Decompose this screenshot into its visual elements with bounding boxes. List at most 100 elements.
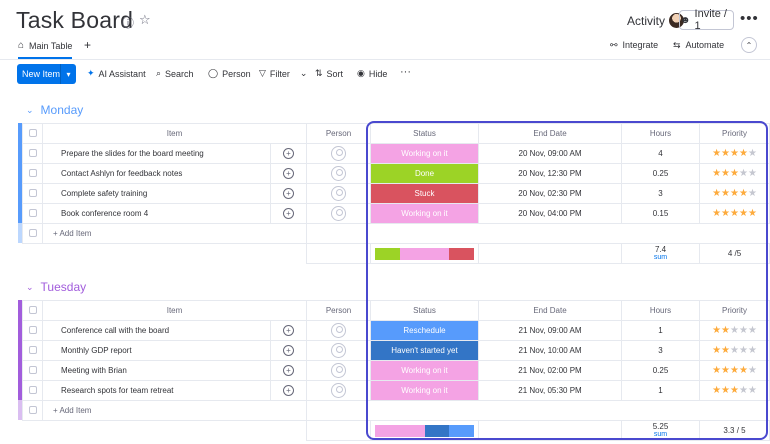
tab-main-table[interactable]: ⌂ Main Table [18,40,73,59]
priority-stars[interactable]: ★★★★★ [712,325,757,336]
column-header-hours[interactable]: Hours [621,300,700,321]
person-cell[interactable] [306,360,371,381]
checkbox[interactable] [28,128,37,137]
row-checkbox-cell[interactable] [22,163,43,184]
hours-cell[interactable]: 1 [621,380,700,401]
hours-cell[interactable]: 0.25 [621,360,700,381]
add-update-cell[interactable]: + [270,183,307,204]
row-checkbox-cell[interactable] [22,340,43,361]
table-row[interactable]: Monthly GDP report + Haven't started yet 21… [22,340,770,361]
group-title[interactable]: ⌄ Monday [26,103,83,117]
add-item-row[interactable]: + Add Item [22,400,770,421]
person-filter-button[interactable]: ◯ Person [208,68,251,79]
row-checkbox-cell[interactable] [22,360,43,381]
collapse-header-button[interactable]: ⌃ [741,37,757,53]
add-update-icon[interactable]: + [283,148,294,159]
end-date-cell[interactable]: 20 Nov, 02:30 PM [478,183,622,204]
add-view-button[interactable]: + [84,38,92,52]
person-avatar-icon[interactable] [331,323,346,338]
priority-cell[interactable]: ★★★★★ [699,340,770,361]
activity-button[interactable]: Activity [627,13,685,28]
chevron-down-icon[interactable]: ⌄ [26,104,34,115]
column-header-status[interactable]: Status [370,300,479,321]
select-all-checkbox[interactable] [22,300,43,321]
person-avatar-icon[interactable] [331,146,346,161]
checkbox[interactable] [28,168,37,177]
invite-button[interactable]: ☻ Invite / 1 [679,8,734,32]
priority-cell[interactable]: ★★★★★ [699,183,770,204]
filter-button[interactable]: ▽ Filter ⌄ [259,68,307,79]
column-header-hours[interactable]: Hours [621,123,700,144]
table-row[interactable]: Conference call with the board + Reschedul… [22,320,770,341]
add-update-cell[interactable]: + [270,340,307,361]
item-name[interactable]: Contact Ashlyn for feedback notes [42,163,271,184]
person-cell[interactable] [306,320,371,341]
add-update-cell[interactable]: + [270,380,307,401]
person-cell[interactable] [306,340,371,361]
status-cell[interactable]: Reschedule [370,320,479,341]
item-name[interactable]: Meeting with Brian [42,360,271,381]
hours-cell[interactable]: 4 [621,143,700,164]
person-avatar-icon[interactable] [331,186,346,201]
item-name[interactable]: Conference call with the board [42,320,271,341]
status-cell[interactable]: Working on it [370,203,479,224]
row-checkbox-cell[interactable] [22,183,43,204]
priority-stars[interactable]: ★★★★★ [712,168,757,179]
end-date-cell[interactable]: 21 Nov, 09:00 AM [478,320,622,341]
add-update-cell[interactable]: + [270,143,307,164]
end-date-cell[interactable]: 21 Nov, 02:00 PM [478,360,622,381]
priority-stars[interactable]: ★★★★★ [712,385,757,396]
table-row[interactable]: Prepare the slides for the board meeting… [22,143,770,164]
person-cell[interactable] [306,380,371,401]
select-all-checkbox[interactable] [22,123,43,144]
person-avatar-icon[interactable] [331,343,346,358]
table-row[interactable]: Book conference room 4 + Working on it 20 N… [22,203,770,224]
column-header-item[interactable]: Item [42,300,307,321]
item-name[interactable]: Book conference room 4 [42,203,271,224]
more-toolbar-icon[interactable]: ··· [400,66,411,78]
priority-stars[interactable]: ★★★★★ [712,345,757,356]
table-row[interactable]: Research spots for team retreat + Working … [22,380,770,401]
checkbox[interactable] [28,148,37,157]
person-cell[interactable] [306,163,371,184]
row-checkbox-cell[interactable] [22,143,43,164]
add-update-cell[interactable]: + [270,163,307,184]
person-avatar-icon[interactable] [331,166,346,181]
search-button[interactable]: ⌕ Search [156,68,194,79]
integrate-button[interactable]: ⚯ Integrate [610,40,658,51]
hours-cell[interactable]: 0.25 [621,163,700,184]
priority-cell[interactable]: ★★★★★ [699,360,770,381]
add-update-icon[interactable]: + [283,168,294,179]
column-header-person[interactable]: Person [306,123,371,144]
checkbox[interactable] [28,385,37,394]
info-icon[interactable]: ⓘ [122,16,135,30]
add-update-icon[interactable]: + [283,325,294,336]
item-name[interactable]: Research spots for team retreat [42,380,271,401]
row-checkbox-cell[interactable] [22,320,43,341]
end-date-cell[interactable]: 21 Nov, 05:30 PM [478,380,622,401]
row-checkbox-cell[interactable] [22,203,43,224]
priority-stars[interactable]: ★★★★★ [712,208,757,219]
status-cell[interactable]: Done [370,163,479,184]
checkbox[interactable] [28,325,37,334]
checkbox[interactable] [28,188,37,197]
priority-stars[interactable]: ★★★★★ [712,365,757,376]
item-name[interactable]: Complete safety training [42,183,271,204]
status-cell[interactable]: Working on it [370,380,479,401]
add-update-icon[interactable]: + [283,208,294,219]
checkbox[interactable] [28,365,37,374]
column-header-end-date[interactable]: End Date [478,123,622,144]
column-header-person[interactable]: Person [306,300,371,321]
column-header-priority[interactable]: Priority [699,300,770,321]
row-checkbox-cell[interactable] [22,380,43,401]
group-title[interactable]: ⌄ Tuesday [26,280,86,294]
hours-cell[interactable]: 1 [621,320,700,341]
add-update-cell[interactable]: + [270,320,307,341]
table-row[interactable]: Complete safety training + Stuck 20 Nov, 02… [22,183,770,204]
person-cell[interactable] [306,183,371,204]
priority-stars[interactable]: ★★★★★ [712,188,757,199]
checkbox[interactable] [28,345,37,354]
add-item-button[interactable]: + Add Item [42,400,307,421]
chevron-down-icon[interactable]: ▾ [60,64,76,84]
hours-cell[interactable]: 0.15 [621,203,700,224]
